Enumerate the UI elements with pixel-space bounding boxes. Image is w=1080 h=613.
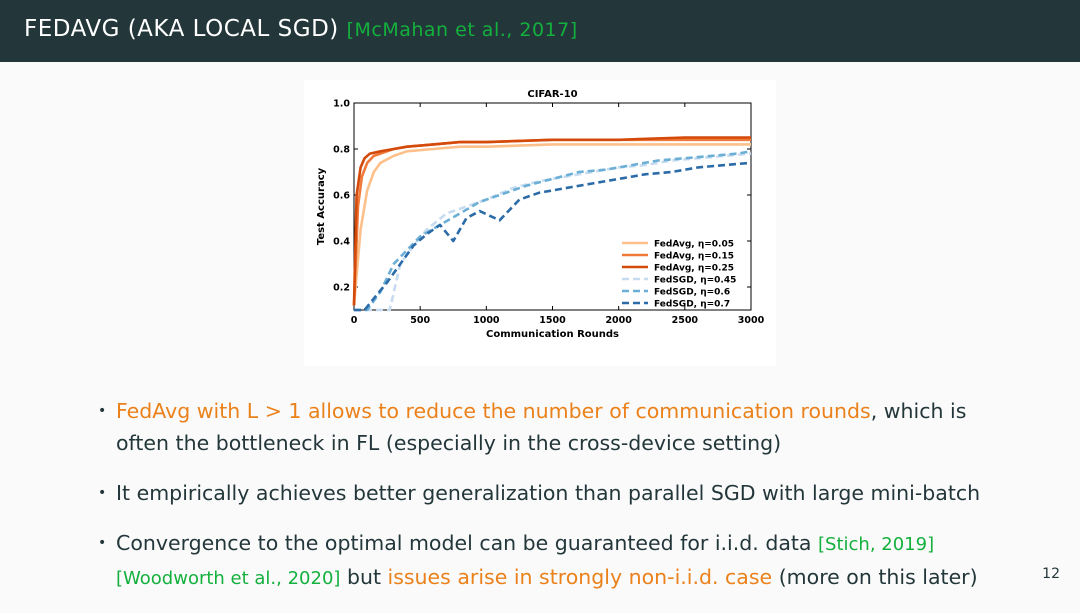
bullet-text: (more on this later) xyxy=(772,565,978,589)
title-citation: [McMahan et al., 2017] xyxy=(346,19,578,41)
citation-link[interactable]: [Woodworth et al., 2020] xyxy=(116,568,341,589)
series-line xyxy=(354,161,752,312)
x-tick-label: 2000 xyxy=(605,315,632,326)
y-tick-label: 0.8 xyxy=(333,145,350,156)
chart-figure: 0 500 1000 1500 2000 2500 3000 0.2 0.4 0.6 0.8 1.0 C… xyxy=(304,80,776,366)
bullet-item: • Convergence to the optimal model can b… xyxy=(94,527,1034,595)
bullet-text: but xyxy=(340,565,388,589)
bullet-dot: • xyxy=(98,535,107,551)
cifar10-chart: 0 500 1000 1500 2000 2500 3000 0.2 0.4 0.6 0.8 1.0 C… xyxy=(316,89,765,340)
bullet-highlight: FedAvg with L > 1 allows to reduce the n… xyxy=(116,399,871,423)
y-tick-label: 1.0 xyxy=(333,99,350,110)
y-tick-label: 0.2 xyxy=(333,283,350,294)
x-axis-label: Communication Rounds xyxy=(486,329,619,340)
citation-link[interactable]: [Stich, 2019] xyxy=(818,534,935,555)
bullet-text: , which is xyxy=(870,399,967,423)
legend-label: FedAvg, η=0.05 xyxy=(654,240,734,250)
x-tick-label: 0 xyxy=(351,315,358,326)
title-text: FEDAVG (AKA LOCAL SGD) xyxy=(24,16,339,42)
x-tick-label: 1000 xyxy=(473,315,500,326)
bullet-text: It empirically achieves better generaliz… xyxy=(116,481,981,505)
y-tick-label: 0.6 xyxy=(333,191,350,202)
bullet-dot: • xyxy=(98,485,107,501)
series-line xyxy=(352,136,751,306)
bullet-text: Convergence to the optimal model can be … xyxy=(116,531,819,555)
x-tick-label: 1500 xyxy=(539,315,566,326)
x-tick-label: 3000 xyxy=(738,315,765,326)
slide-title: FEDAVG (AKA LOCAL SGD) [McMahan et al., … xyxy=(24,16,578,42)
x-tick-label: 500 xyxy=(410,315,430,326)
bullet-item: • FedAvg with L > 1 allows to reduce the… xyxy=(94,395,1034,459)
series-line xyxy=(354,150,752,312)
legend-label: FedSGD, η=0.7 xyxy=(654,300,730,310)
page-number: 12 xyxy=(1042,566,1060,582)
y-axis-label: Test Accuracy xyxy=(316,167,327,245)
legend-label: FedAvg, η=0.15 xyxy=(654,252,734,262)
series-line xyxy=(352,143,751,306)
legend-label: FedSGD, η=0.45 xyxy=(654,276,736,286)
slide-header: FEDAVG (AKA LOCAL SGD) [McMahan et al., … xyxy=(0,0,1080,62)
x-tick-label: 2500 xyxy=(672,315,699,326)
bullet-dot: • xyxy=(98,403,107,419)
bullet-list: • FedAvg with L > 1 allows to reduce the… xyxy=(94,395,1034,613)
bullet-text: often the bottleneck in FL (especially i… xyxy=(116,431,782,455)
bullet-highlight: issues arise in strongly non-i.i.d. case xyxy=(387,565,773,589)
bullet-item: • It empirically achieves better general… xyxy=(94,477,1034,509)
chart-title: CIFAR-10 xyxy=(527,89,577,100)
legend-label: FedSGD, η=0.6 xyxy=(654,288,730,298)
y-tick-label: 0.4 xyxy=(333,237,350,248)
legend-label: FedAvg, η=0.25 xyxy=(654,264,734,274)
